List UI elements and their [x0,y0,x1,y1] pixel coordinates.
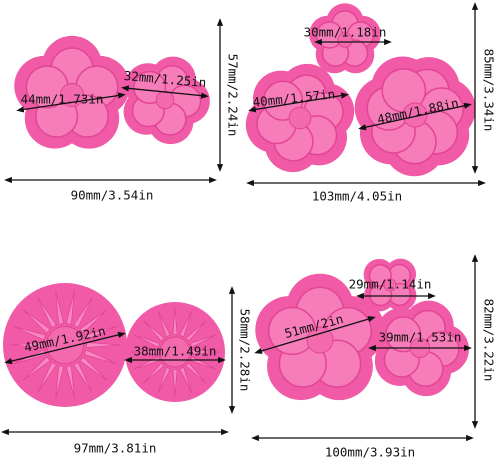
dimension-label: 32mm/1.25in [123,68,207,90]
dimension-label: 103mm/4.05in [312,189,402,204]
mold-center [155,90,175,110]
mold-ray [55,365,65,399]
mold-ray [185,362,207,384]
mold-ray [134,334,161,348]
dimension-label: 97mm/3.81in [74,441,157,456]
mold-ray [185,320,207,342]
dimension-label: 30mm/1.18in [304,25,387,40]
mold-ray [79,309,108,334]
panel-1: 44mm/1.73in 32mm/1.25in 57mm/2.24in 90mm… [4,18,241,203]
dimension-label: 100mm/3.93in [325,445,415,460]
dimension-arrow [121,85,209,99]
dimension-label: 39mm/1.53in [379,330,462,345]
dimension-arrow [254,316,376,354]
dimension-label: 82mm/3.22in [482,299,497,382]
mold-ray [179,311,193,338]
mold-center [288,106,312,130]
mold-ray [189,334,216,348]
mold-ray [179,366,193,393]
mold-ray [65,291,75,325]
mold-ray [72,297,93,329]
dimension-label: 90mm/3.54in [71,188,154,203]
dimension-label: 85mm/3.34in [482,49,497,132]
dimension-arrow [4,331,126,365]
mold-ray [191,349,220,355]
mold-ray [65,365,75,399]
dimension-label: 57mm/2.24in [226,54,241,137]
mold-ray [55,291,65,325]
dimension-label: 38mm/1.49in [134,344,217,359]
mold-ray [157,311,171,338]
mold-ray [130,349,159,355]
dimension-label: 44mm/1.73in [21,92,104,107]
dimension-label: 29mm/1.14in [349,277,432,292]
dimension-arrow [358,102,472,131]
mold-ray [37,297,58,329]
dimension-label: 58mm/2.28in [238,309,253,392]
mold-ray [143,320,165,342]
mold-center [383,278,397,292]
dimension-arrow [248,92,349,113]
mold-ray [172,368,178,397]
mold-ray [143,362,165,384]
mold-ray [172,307,178,336]
panel-4: 29mm/1.14in 51mm/2in 39mm/1.53in 82mm/3.… [251,254,497,460]
mold-ray [22,309,51,334]
mold-ray [157,366,171,393]
dimension-arrow [16,92,126,113]
